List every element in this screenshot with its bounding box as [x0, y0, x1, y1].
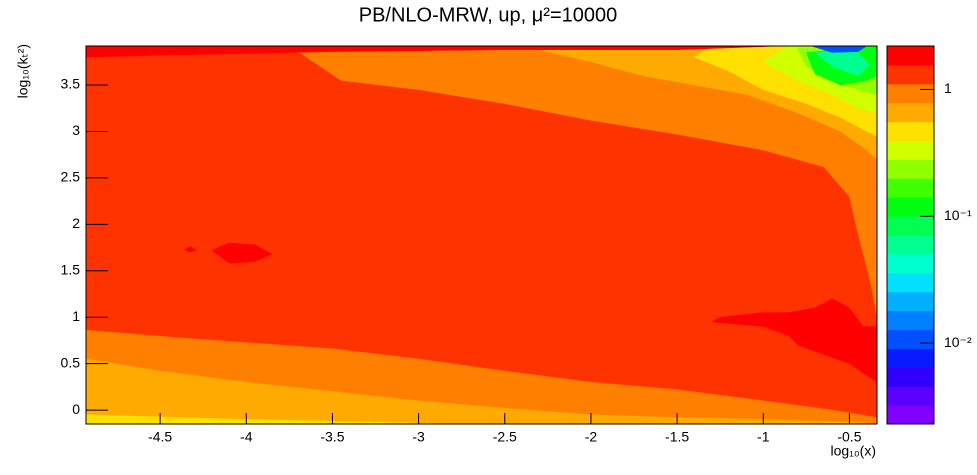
x-tick-label: -2.5	[493, 429, 517, 445]
color-bar-band	[887, 64, 934, 85]
y-axis-label: log₁₀(kₜ²)	[15, 44, 31, 98]
y-tick-label: 0	[72, 401, 80, 417]
color-bar-band	[887, 253, 934, 274]
color-bar-band	[887, 102, 934, 123]
contour-region	[297, 46, 877, 318]
color-bar-band	[887, 386, 934, 406]
plot-area	[86, 46, 877, 424]
contour-region	[811, 46, 868, 53]
color-bar-band	[887, 46, 934, 66]
contour-region	[710, 298, 877, 383]
x-tick-label: -4	[240, 429, 253, 445]
color-bar-band	[887, 178, 934, 198]
y-tick-label: 1.5	[61, 261, 81, 277]
x-tick-label: -3.5	[320, 429, 344, 445]
x-tick-label: -2	[585, 429, 598, 445]
color-bar-band	[887, 405, 934, 425]
plot-frame	[85, 45, 878, 425]
color-bar-frame	[886, 45, 935, 425]
y-tick-label: 2.5	[61, 169, 81, 185]
color-bar-band	[887, 235, 934, 255]
y-tick-label: 2	[72, 215, 80, 231]
color-bar-band	[887, 121, 934, 141]
x-axis-label: log₁₀(x)	[830, 443, 876, 459]
x-tick-label: -1.5	[665, 429, 689, 445]
color-bar-band	[887, 197, 934, 217]
color-bar-band	[887, 140, 934, 160]
color-bar-band	[887, 83, 934, 104]
contour-region	[86, 46, 781, 58]
color-bar-band	[887, 159, 934, 179]
x-tick-label: -4.5	[148, 429, 172, 445]
color-bar	[887, 46, 934, 425]
contour-region	[183, 246, 197, 253]
color-bar-band	[887, 329, 934, 349]
contour-region	[211, 242, 273, 264]
x-tick-label: -0.5	[837, 429, 861, 445]
y-tick-label: 1	[72, 308, 80, 324]
y-tick-label: 3	[72, 122, 80, 138]
contour-region	[86, 46, 877, 424]
contour-region	[814, 52, 871, 77]
z-tick-label: 1	[944, 80, 952, 96]
color-bar-band	[887, 291, 934, 312]
color-bar-band	[887, 272, 934, 293]
color-bar-band	[887, 216, 934, 236]
z-tick-label: 10⁻²	[944, 334, 972, 350]
color-bar-band	[887, 310, 934, 330]
color-bar-band	[887, 367, 934, 387]
chart-title: PB/NLO-MRW, up, μ²=10000	[359, 4, 618, 26]
color-bar-band	[887, 348, 934, 368]
y-tick-label: 0.5	[61, 354, 81, 370]
x-tick-label: -3	[412, 429, 425, 445]
z-tick-label: 10⁻¹	[944, 207, 972, 223]
x-tick-label: -1	[757, 429, 770, 445]
y-tick-label: 3.5	[61, 76, 81, 92]
